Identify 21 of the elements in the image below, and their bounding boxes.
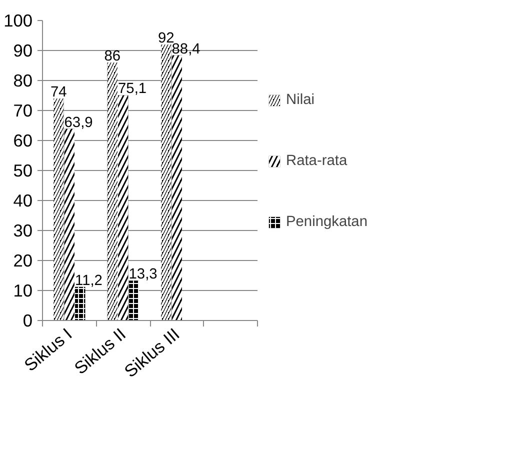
data-label: 86 (104, 48, 121, 64)
y-tick-label: 50 (13, 160, 33, 180)
y-tick-label: 100 (4, 10, 33, 30)
data-label: 88,4 (172, 41, 200, 58)
data-label: 11,2 (75, 272, 102, 289)
legend-label: Rata-rata (286, 153, 348, 169)
legend-label: Peningkatan (286, 214, 368, 230)
y-tick-label: 0 (22, 310, 33, 330)
y-tick-label: 40 (13, 190, 33, 210)
y-tick-label: 90 (13, 40, 33, 60)
legend-label: Nilai (286, 92, 315, 108)
y-tick-label: 20 (13, 250, 33, 270)
y-tick-label: 80 (13, 70, 33, 90)
data-label: 74 (50, 84, 67, 100)
y-tick-label: 10 (13, 280, 33, 300)
data-label: 13,3 (128, 266, 158, 283)
data-label: 75,1 (118, 81, 147, 98)
data-label: 63,9 (64, 114, 93, 131)
y-tick-label: 30 (13, 220, 33, 240)
y-tick-label: 60 (13, 130, 33, 150)
y-tick-label: 70 (13, 100, 33, 120)
